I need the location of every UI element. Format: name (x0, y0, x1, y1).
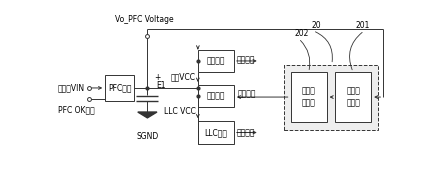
Text: LLC电路: LLC电路 (204, 128, 227, 137)
Text: PFC OK信号: PFC OK信号 (58, 105, 95, 114)
Text: E1: E1 (157, 81, 166, 90)
Text: LLC VCC: LLC VCC (163, 107, 195, 116)
Text: +: + (154, 73, 161, 82)
Text: 201: 201 (355, 21, 370, 30)
Polygon shape (138, 112, 157, 118)
Text: 20: 20 (311, 21, 321, 30)
Text: 反激VCC: 反激VCC (171, 72, 195, 81)
Text: 控制信号: 控制信号 (237, 89, 256, 98)
Text: 电压采
集电路: 电压采 集电路 (346, 87, 360, 107)
Bar (291, 72, 326, 122)
Bar (198, 50, 234, 72)
Text: 整流后VIN: 整流后VIN (58, 83, 85, 92)
Text: Vo_PFC Voltage: Vo_PFC Voltage (115, 15, 173, 23)
Text: 开关电路: 开关电路 (206, 92, 225, 101)
Text: 202: 202 (295, 29, 309, 38)
Text: 背板供电: 背板供电 (237, 128, 255, 137)
Bar (198, 85, 234, 107)
Bar (335, 72, 371, 122)
Text: 开关控
制电路: 开关控 制电路 (302, 87, 315, 107)
Text: 主板供电: 主板供电 (237, 55, 255, 64)
Bar (105, 75, 134, 101)
Text: PFC电路: PFC电路 (108, 83, 132, 92)
Bar (284, 65, 378, 130)
Bar (198, 121, 234, 144)
Text: 反激电路: 反激电路 (206, 56, 225, 65)
Text: SGND: SGND (136, 131, 159, 141)
